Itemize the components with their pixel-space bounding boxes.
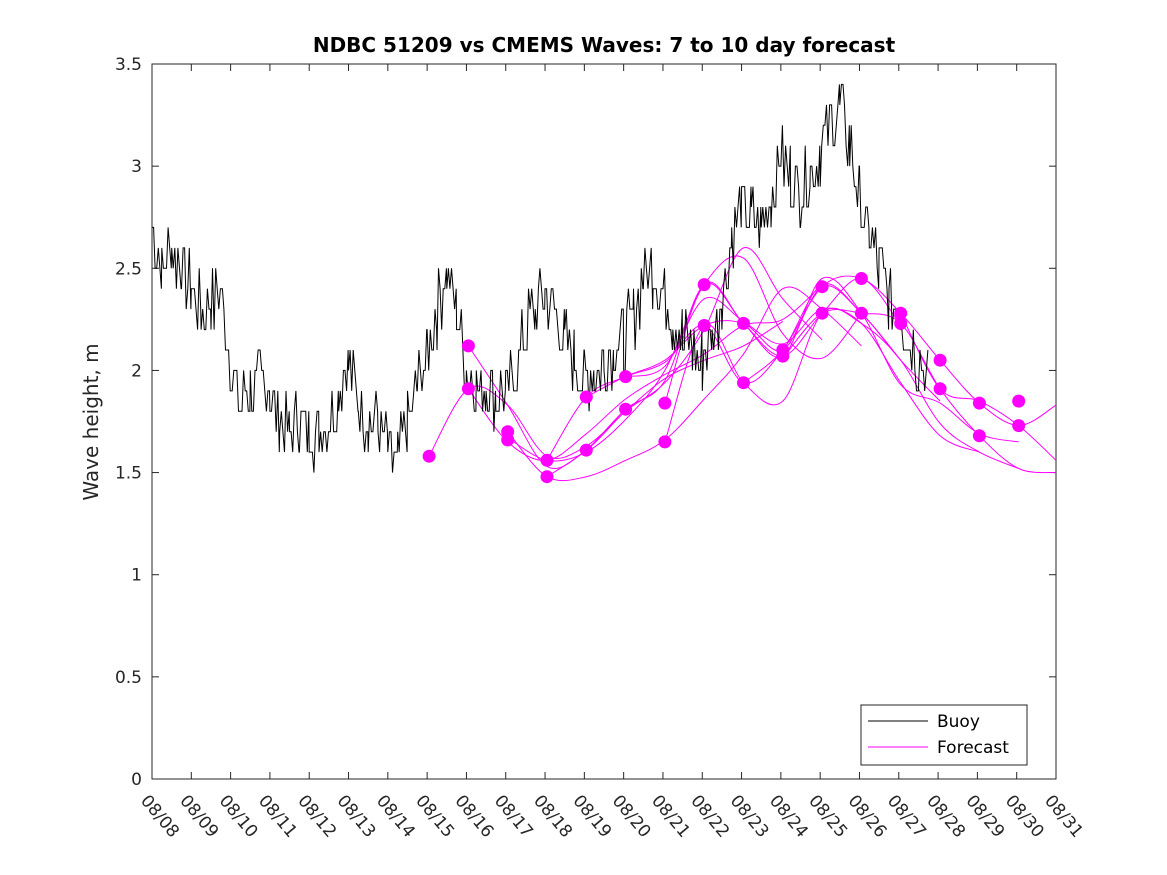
forecast-marker: [854, 306, 868, 320]
forecast-marker: [619, 402, 633, 416]
forecast-marker: [697, 319, 711, 332]
forecast-line: [507, 286, 862, 482]
forecast-marker: [933, 382, 947, 396]
forecast-line: [625, 296, 980, 453]
y-axis-label: Wave height, m: [79, 343, 103, 500]
forecast-marker: [1012, 394, 1026, 408]
forecast-line: [546, 285, 902, 461]
forecast-marker: [461, 382, 475, 396]
forecast-marker: [501, 433, 515, 447]
forecast-line: [467, 284, 823, 461]
forecast-marker: [1012, 419, 1026, 433]
legend: Buoy Forecast: [860, 704, 1028, 766]
forecast-marker: [894, 306, 908, 320]
forecast-marker: [972, 429, 986, 443]
y-axis: 0 0.5 1 1.5 2 2.5 3 3.5: [115, 55, 1056, 790]
axes-box: [151, 63, 1057, 780]
forecast-marker: [579, 390, 593, 404]
forecast-marker: [658, 396, 672, 410]
y-tick-label: 2.5: [115, 259, 142, 279]
forecast-marker: [776, 349, 790, 363]
legend-forecast-label: Forecast: [937, 738, 1009, 758]
forecast-line: [546, 277, 902, 478]
forecast-marker: [461, 339, 475, 353]
buoy-series: [152, 83, 929, 473]
forecast-marker: [422, 449, 436, 463]
forecast-marker: [894, 316, 908, 330]
forecast-marker: [815, 280, 829, 294]
y-tick-label: 0: [131, 770, 142, 790]
forecast-marker: [579, 443, 593, 457]
legend-buoy-label: Buoy: [937, 712, 980, 732]
forecast-markers: [422, 272, 1026, 484]
forecast-marker: [854, 272, 868, 285]
forecast-line: [586, 283, 941, 402]
forecast-marker: [619, 370, 633, 384]
chart-title: NDBC 51209 vs CMEMS Waves: 7 to 10 day f…: [313, 33, 896, 57]
y-tick-label: 0.5: [115, 668, 142, 688]
y-tick-label: 1: [131, 566, 142, 586]
forecast-marker: [540, 453, 554, 467]
forecast-line: [467, 247, 823, 469]
y-tick-label: 2: [131, 361, 142, 381]
forecast-line: [664, 276, 1019, 443]
legend-box: [860, 704, 1028, 766]
forecast-marker: [737, 316, 750, 330]
y-tick-label: 3.5: [115, 55, 142, 75]
forecast-marker: [540, 470, 554, 484]
y-tick-label: 3: [131, 157, 142, 177]
forecast-marker: [658, 435, 672, 449]
forecast-marker: [933, 353, 947, 367]
y-tick-label: 1.5: [115, 464, 142, 484]
forecast-marker: [697, 278, 711, 292]
forecast-marker: [972, 396, 986, 410]
forecast-marker: [737, 376, 750, 390]
forecast-marker: [815, 306, 829, 320]
buoy-line: [152, 83, 929, 473]
